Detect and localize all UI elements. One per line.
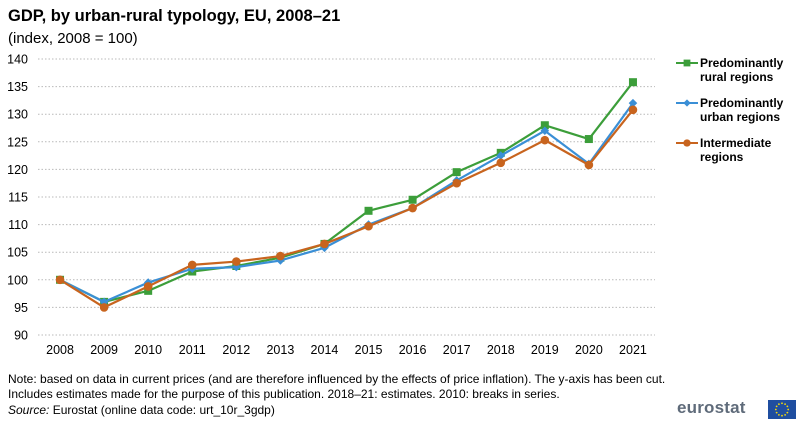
chart-subtitle: (index, 2008 = 100) xyxy=(8,30,138,47)
flag-star xyxy=(784,413,786,416)
flag-star xyxy=(778,413,780,416)
eu-flag-icon xyxy=(768,400,796,419)
y-tick-label: 90 xyxy=(14,329,28,343)
flag-star xyxy=(787,408,790,411)
x-axis-ticks: 2008 2009 2010 2011 2012 2013 2014 2015 2016 2017… xyxy=(46,343,647,357)
series-intermediate-regions xyxy=(55,105,638,312)
y-tick-label: 125 xyxy=(7,135,28,149)
legend: Predominantly rural regions Predominantl… xyxy=(676,56,798,176)
x-tick-label: 2012 xyxy=(222,343,250,357)
legend-marker xyxy=(683,139,691,147)
data-point xyxy=(144,286,153,295)
x-tick-label: 2015 xyxy=(355,343,383,357)
x-tick-label: 2016 xyxy=(399,343,427,357)
data-point xyxy=(55,275,65,285)
y-tick-label: 100 xyxy=(7,273,28,287)
flag-star xyxy=(781,402,783,405)
legend-item-urban[interactable]: Predominantly urban regions xyxy=(676,96,798,124)
x-tick-label: 2020 xyxy=(575,343,603,357)
data-point xyxy=(276,251,285,261)
series-predominantly-rural-regions xyxy=(56,78,637,306)
x-tick-label: 2013 xyxy=(266,343,294,357)
series-line xyxy=(59,109,634,309)
flag-star xyxy=(774,408,777,411)
series-line xyxy=(59,102,634,303)
data-point xyxy=(408,195,417,204)
footnote: Note: based on data in current prices (a… xyxy=(8,372,666,401)
flag-star xyxy=(786,405,789,408)
x-tick-label: 2021 xyxy=(619,343,647,357)
y-tick-label: 115 xyxy=(8,191,28,205)
flag-star xyxy=(784,403,786,406)
y-axis-ticks: 90 95 100 105 110 115 120 125 130 135 140 xyxy=(7,53,28,343)
flag-star xyxy=(778,403,780,406)
series-lines xyxy=(55,78,638,312)
legend-marker xyxy=(683,99,691,107)
chart-title: GDP, by urban-rural typology, EU, 2008–2… xyxy=(8,7,341,25)
y-tick-label: 120 xyxy=(7,163,28,177)
data-point xyxy=(628,105,638,115)
flag-star xyxy=(775,411,778,414)
data-point xyxy=(628,78,637,87)
source-label: Source: xyxy=(8,403,50,417)
flag-star xyxy=(775,405,778,408)
legend-label-urban: Predominantly urban regions xyxy=(700,96,784,124)
y-tick-label: 135 xyxy=(7,80,28,94)
series-line xyxy=(59,81,634,303)
data-point xyxy=(232,257,241,266)
data-point xyxy=(99,303,109,312)
legend-item-intermediate[interactable]: Intermediate regions xyxy=(676,136,798,164)
source-line: Source: Eurostat (online data code: urt_… xyxy=(8,403,275,418)
data-point xyxy=(187,260,197,270)
data-point xyxy=(232,262,241,272)
data-point xyxy=(276,256,285,265)
data-point xyxy=(143,282,153,291)
data-point xyxy=(584,135,593,144)
data-point xyxy=(540,121,549,130)
x-tick-label: 2017 xyxy=(443,343,471,357)
series-predominantly-urban-regions xyxy=(55,98,638,307)
x-tick-label: 2014 xyxy=(311,343,339,357)
legend-swatch-intermediate xyxy=(676,139,698,147)
flag-star xyxy=(786,411,789,414)
x-tick-label: 2010 xyxy=(134,343,162,357)
data-point xyxy=(408,203,417,213)
data-point xyxy=(452,178,461,188)
data-point xyxy=(584,160,594,170)
legend-swatch-rural xyxy=(676,59,698,67)
flag-star xyxy=(781,414,783,417)
x-tick-label: 2018 xyxy=(487,343,515,357)
y-tick-label: 95 xyxy=(14,301,28,315)
data-point xyxy=(320,239,329,249)
y-tick-label: 105 xyxy=(7,246,28,260)
logo-text: eurostat xyxy=(677,398,746,417)
x-tick-label: 2019 xyxy=(531,343,559,357)
legend-label-rural: Predominantly rural regions xyxy=(700,56,784,84)
legend-item-rural[interactable]: Predominantly rural regions xyxy=(676,56,798,84)
source-text: Eurostat (online data code: urt_10r_3gdp… xyxy=(49,403,275,417)
data-point xyxy=(496,158,506,168)
y-tick-label: 130 xyxy=(7,108,28,122)
x-tick-label: 2009 xyxy=(90,343,118,357)
legend-swatch-urban xyxy=(676,99,698,107)
x-tick-label: 2008 xyxy=(46,343,74,357)
gridlines xyxy=(38,58,655,336)
data-point xyxy=(496,151,506,160)
legend-label-intermediate: Intermediate regions xyxy=(700,136,772,164)
data-point xyxy=(452,168,461,177)
data-point xyxy=(364,221,373,231)
x-tick-label: 2011 xyxy=(179,343,206,357)
data-point xyxy=(364,206,373,215)
y-tick-label: 110 xyxy=(8,218,28,232)
data-point xyxy=(628,98,638,108)
legend-marker xyxy=(683,59,691,67)
y-tick-label: 140 xyxy=(7,53,28,67)
data-point xyxy=(540,135,550,145)
data-point xyxy=(540,126,550,136)
